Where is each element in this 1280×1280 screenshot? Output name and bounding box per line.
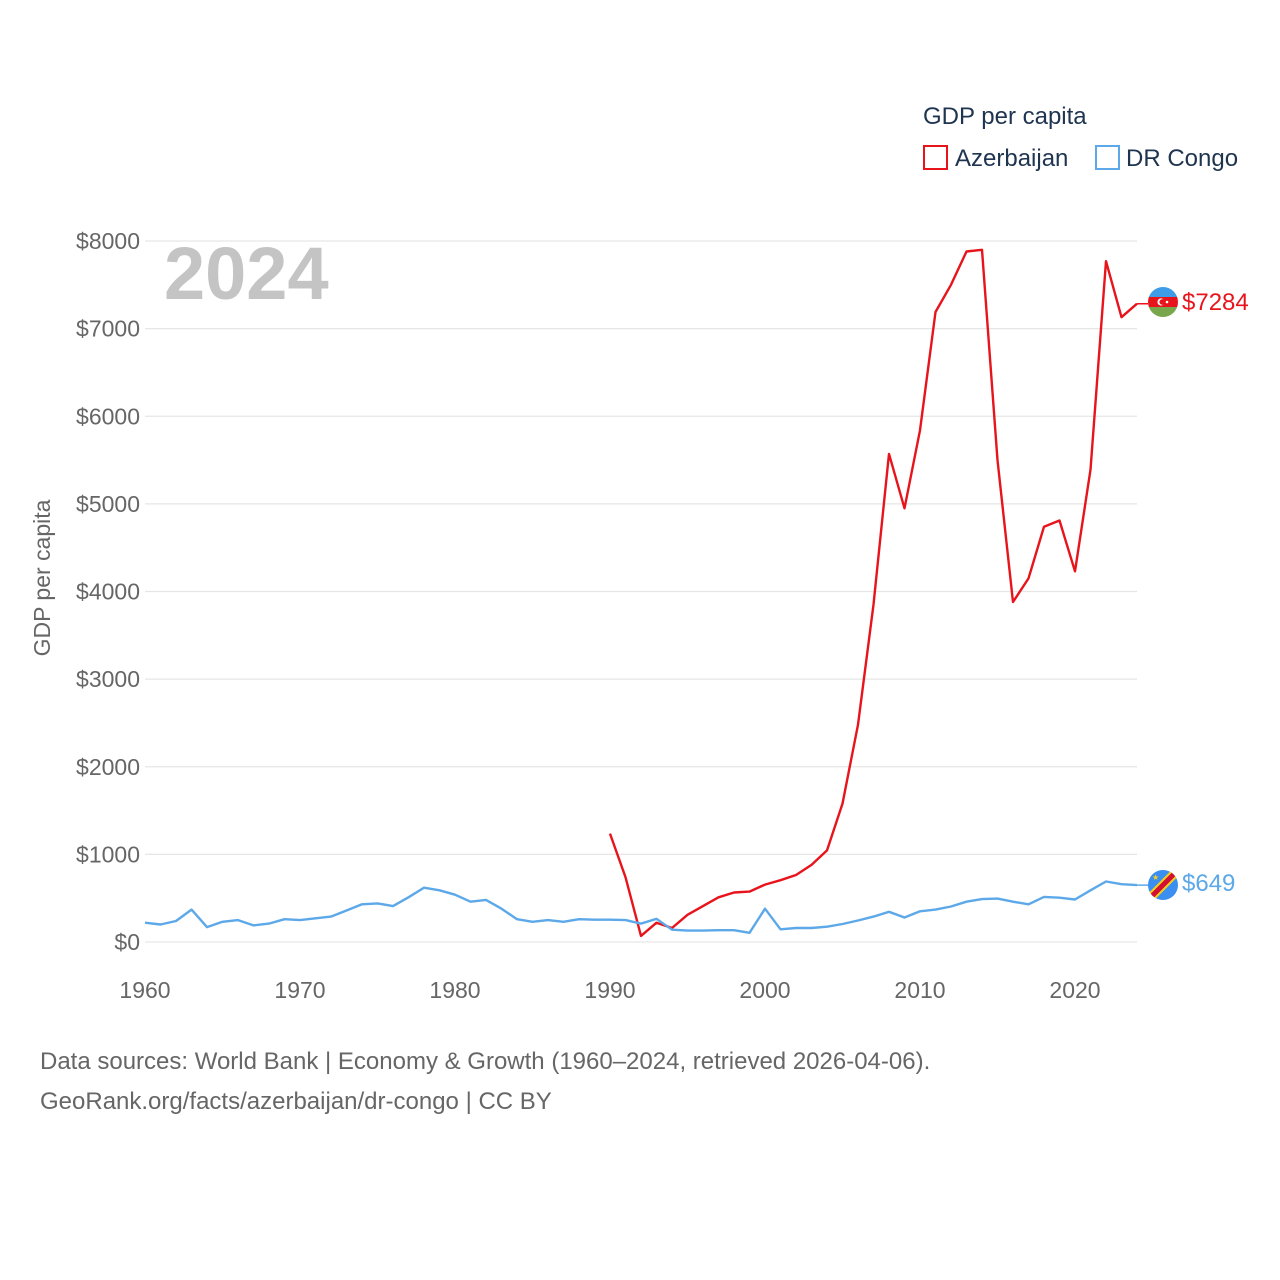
current-year-label: 2024	[164, 232, 329, 315]
y-axis-ticks: $0 $1000 $2000 $3000 $4000 $5000 $6000 $7000 $80…	[76, 228, 140, 955]
y-tick-label: $8000	[76, 228, 140, 254]
x-tick-label: 1970	[274, 977, 325, 1003]
y-axis-title: GDP per capita	[29, 499, 55, 656]
svg-text:★: ★	[1152, 873, 1159, 882]
x-tick-label: 1990	[584, 977, 635, 1003]
series-line-azerbaijan[interactable]	[608, 248, 1138, 938]
dr-congo-flag-icon: ★	[1148, 870, 1178, 900]
legend-label-dr-congo[interactable]: DR Congo	[1126, 145, 1238, 172]
series-lines	[144, 248, 1148, 938]
x-axis-ticks: 1960 1970 1980 1990 2000 2010 2020	[119, 977, 1100, 1003]
y-tick-label: $7000	[76, 316, 140, 342]
dr-congo-end-value: $649	[1182, 870, 1235, 897]
legend-swatch-azerbaijan[interactable]	[923, 145, 948, 170]
source-link[interactable]: GeoRank.org/facts/azerbaijan/dr-congo | …	[40, 1088, 552, 1115]
y-tick-label: $3000	[76, 666, 140, 692]
y-tick-label: $2000	[76, 754, 140, 780]
azerbaijan-flag-icon	[1148, 287, 1178, 317]
legend-title: GDP per capita	[923, 103, 1087, 130]
grid	[145, 240, 1137, 943]
y-tick-label: $5000	[76, 491, 140, 517]
legend-swatch-dr-congo[interactable]	[1095, 145, 1120, 170]
x-tick-label: 1980	[429, 977, 480, 1003]
y-tick-label: $4000	[76, 579, 140, 605]
azerbaijan-end-value: $7284	[1182, 289, 1249, 316]
x-tick-label: 1960	[119, 977, 170, 1003]
y-tick-label: $1000	[76, 841, 140, 867]
x-tick-label: 2010	[894, 977, 945, 1003]
source-line: Data sources: World Bank | Economy & Gro…	[40, 1048, 931, 1075]
y-tick-label: $0	[114, 929, 140, 955]
source-note: Data sources: World Bank | Economy & Gro…	[40, 1042, 930, 1122]
x-tick-label: 2000	[739, 977, 790, 1003]
series-line-dr-congo[interactable]	[144, 880, 1138, 934]
y-tick-label: $6000	[76, 403, 140, 429]
legend-label-azerbaijan[interactable]: Azerbaijan	[955, 145, 1068, 172]
x-tick-label: 2020	[1049, 977, 1100, 1003]
